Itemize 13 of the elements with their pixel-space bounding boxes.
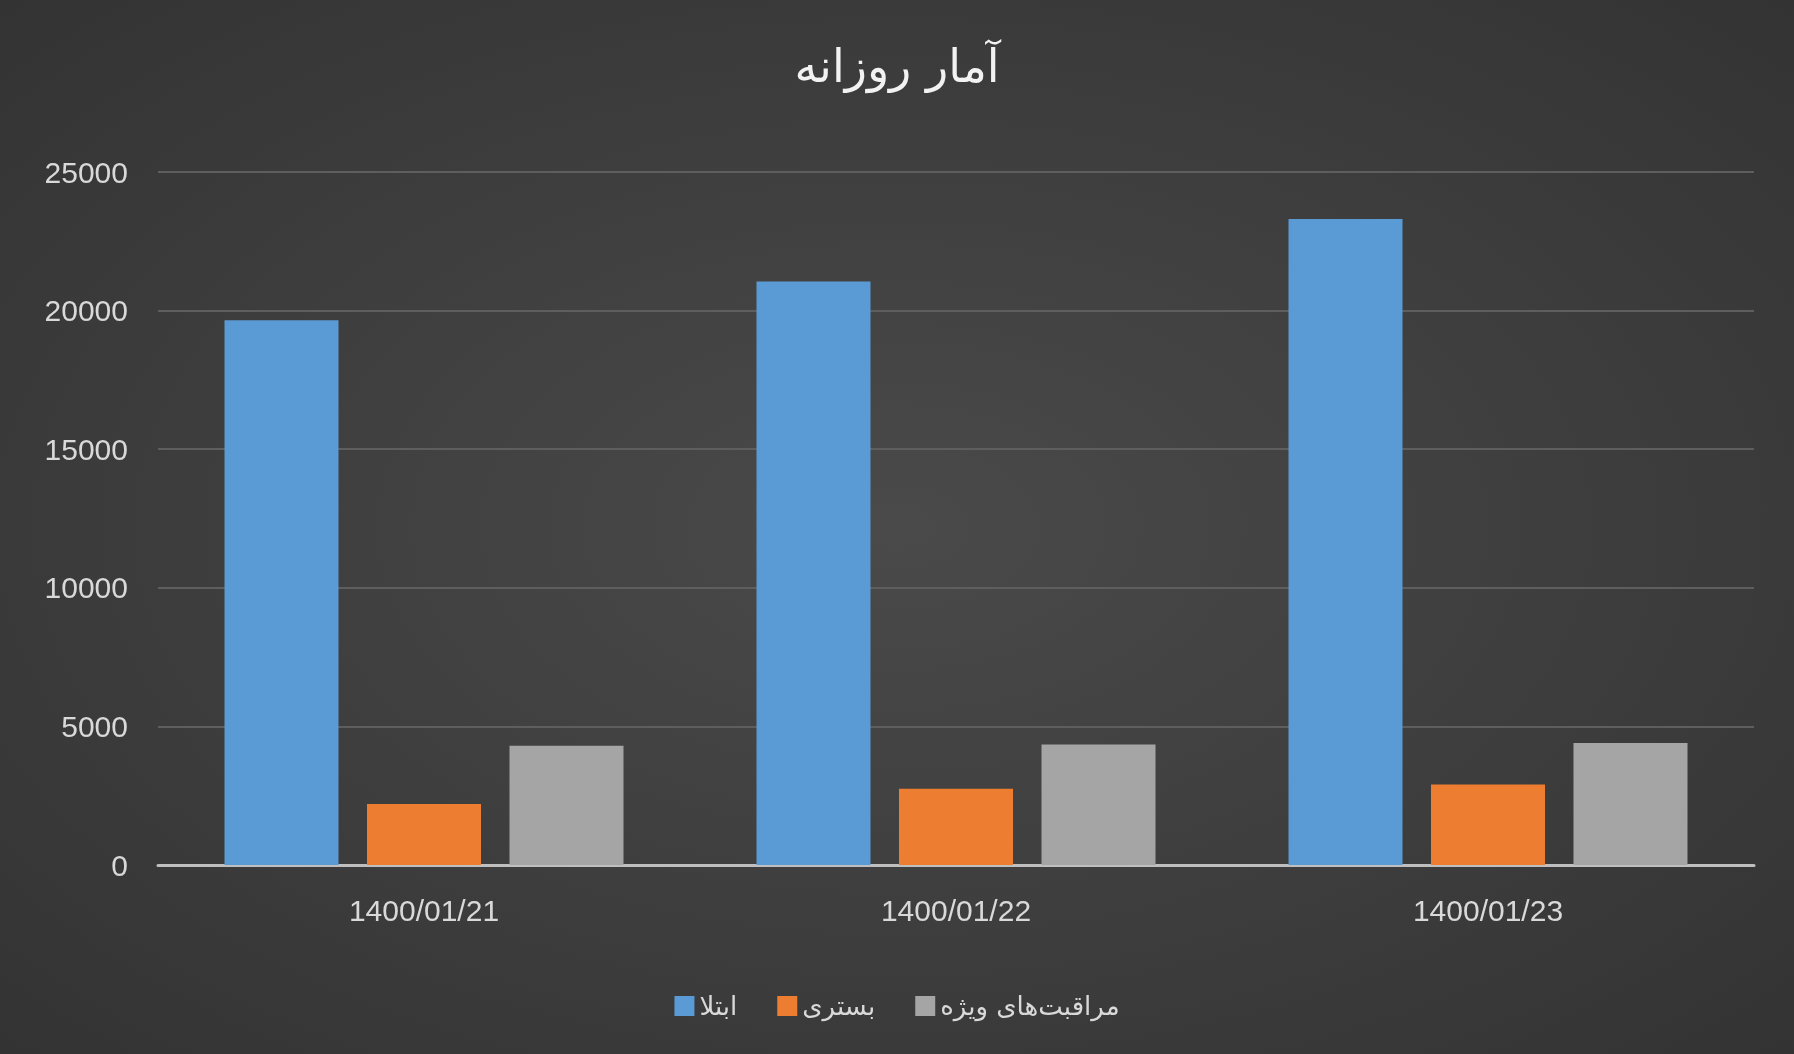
chart-title: آمار روزانه [794, 39, 1002, 94]
y-tick-label: 20000 [44, 294, 128, 328]
x-tick-label: 1400/01/21 [348, 893, 500, 927]
legend-label: ابتلا [699, 991, 738, 1021]
y-tick-label: 0 [111, 848, 128, 882]
x-tick-label: 1400/01/22 [880, 893, 1032, 927]
y-tick-label: 10000 [44, 571, 128, 605]
y-tick-label: 15000 [44, 432, 128, 466]
y-tick-label: 5000 [61, 709, 128, 743]
y-tick-label: 25000 [44, 155, 128, 189]
legend-label: بستری [802, 991, 876, 1022]
legend-label: مراقبت‌های ویژه [940, 991, 1120, 1022]
x-tick-label: 1400/01/23 [1412, 893, 1564, 927]
